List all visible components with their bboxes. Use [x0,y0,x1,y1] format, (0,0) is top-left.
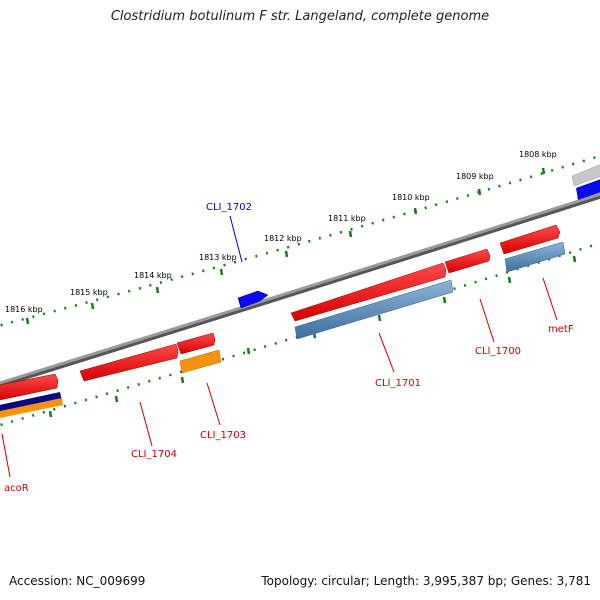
gene-arrow-metF[interactable] [499,224,561,255]
gene-arrow-CLI_1704[interactable] [79,343,179,382]
gene-arrow-CLI_1703[interactable] [176,332,216,355]
gene-leader-acoR [1,433,11,478]
tick-label-1811: 1811 kbp [328,214,366,223]
gene-leader-CLI_1700 [479,298,495,343]
major-tick-1808 [541,167,546,175]
gene-label-CLI_1701: CLI_1701 [375,378,421,389]
outer-major-ticks [25,167,546,325]
genome-backbone-shadow [0,193,600,388]
major-tick-1816 [25,317,30,325]
genome-title: Clostridium botulinum F str. Langeland, … [110,9,490,24]
gene-label-CLI_1704: CLI_1704 [131,449,177,460]
gene-leader-CLI_1703 [206,382,221,426]
cds-CLI_1703 [179,349,222,374]
gene-leader-CLI_1702 [229,215,243,263]
gene-label-CLI_1702: CLI_1702 [206,202,252,213]
major-tick-1809 [477,188,482,196]
topology-text: Topology: circular; Length: 3,995,387 bp… [261,574,591,588]
gene-leader-CLI_1701 [378,332,395,373]
gene-arrow-acoR[interactable] [0,373,59,401]
major-tick-1815 [90,302,95,310]
cds-CLI_1701 [294,279,454,340]
major-tick-1813 [219,268,224,276]
tick-label-1809: 1809 kbp [456,172,494,181]
major-tick-1810 [413,207,418,215]
cds-metF [504,241,566,273]
tick-label-1813: 1813 kbp [199,253,237,262]
tick-label-1812: 1812 kbp [264,234,302,243]
gene-arrow-CLI_1701[interactable] [290,262,447,322]
genome-backbone [0,192,600,385]
major-tick-1812 [284,250,289,258]
cds-acoR-orange [0,398,63,418]
gene-leader-CLI_1704 [139,401,153,447]
major-tick-1814 [155,286,160,294]
gene-leader-metF [542,277,558,321]
gene-label-acoR: acoR [4,483,29,494]
major-tick-1811 [348,230,353,238]
tick-label-1816: 1816 kbp [5,305,43,314]
gene-arrow-CLI_1700[interactable] [444,248,491,274]
gene-bright-blue-partial [576,179,600,200]
gene-label-CLI_1700: CLI_1700 [475,346,521,357]
gene-arrow-CLI_1702[interactable] [237,290,269,309]
accession-text: Accession: NC_009699 [9,574,146,588]
tick-label-1810: 1810 kbp [392,193,430,202]
tick-label-1814: 1814 kbp [134,271,172,280]
inner-major-ticks [48,255,577,418]
tick-label-1815: 1815 kbp [70,288,108,297]
gene-label-metF: metF [548,324,574,335]
gene-label-CLI_1703: CLI_1703 [200,430,246,441]
tick-label-1808: 1808 kbp [519,150,557,159]
gene-grey-arrow [571,164,600,187]
